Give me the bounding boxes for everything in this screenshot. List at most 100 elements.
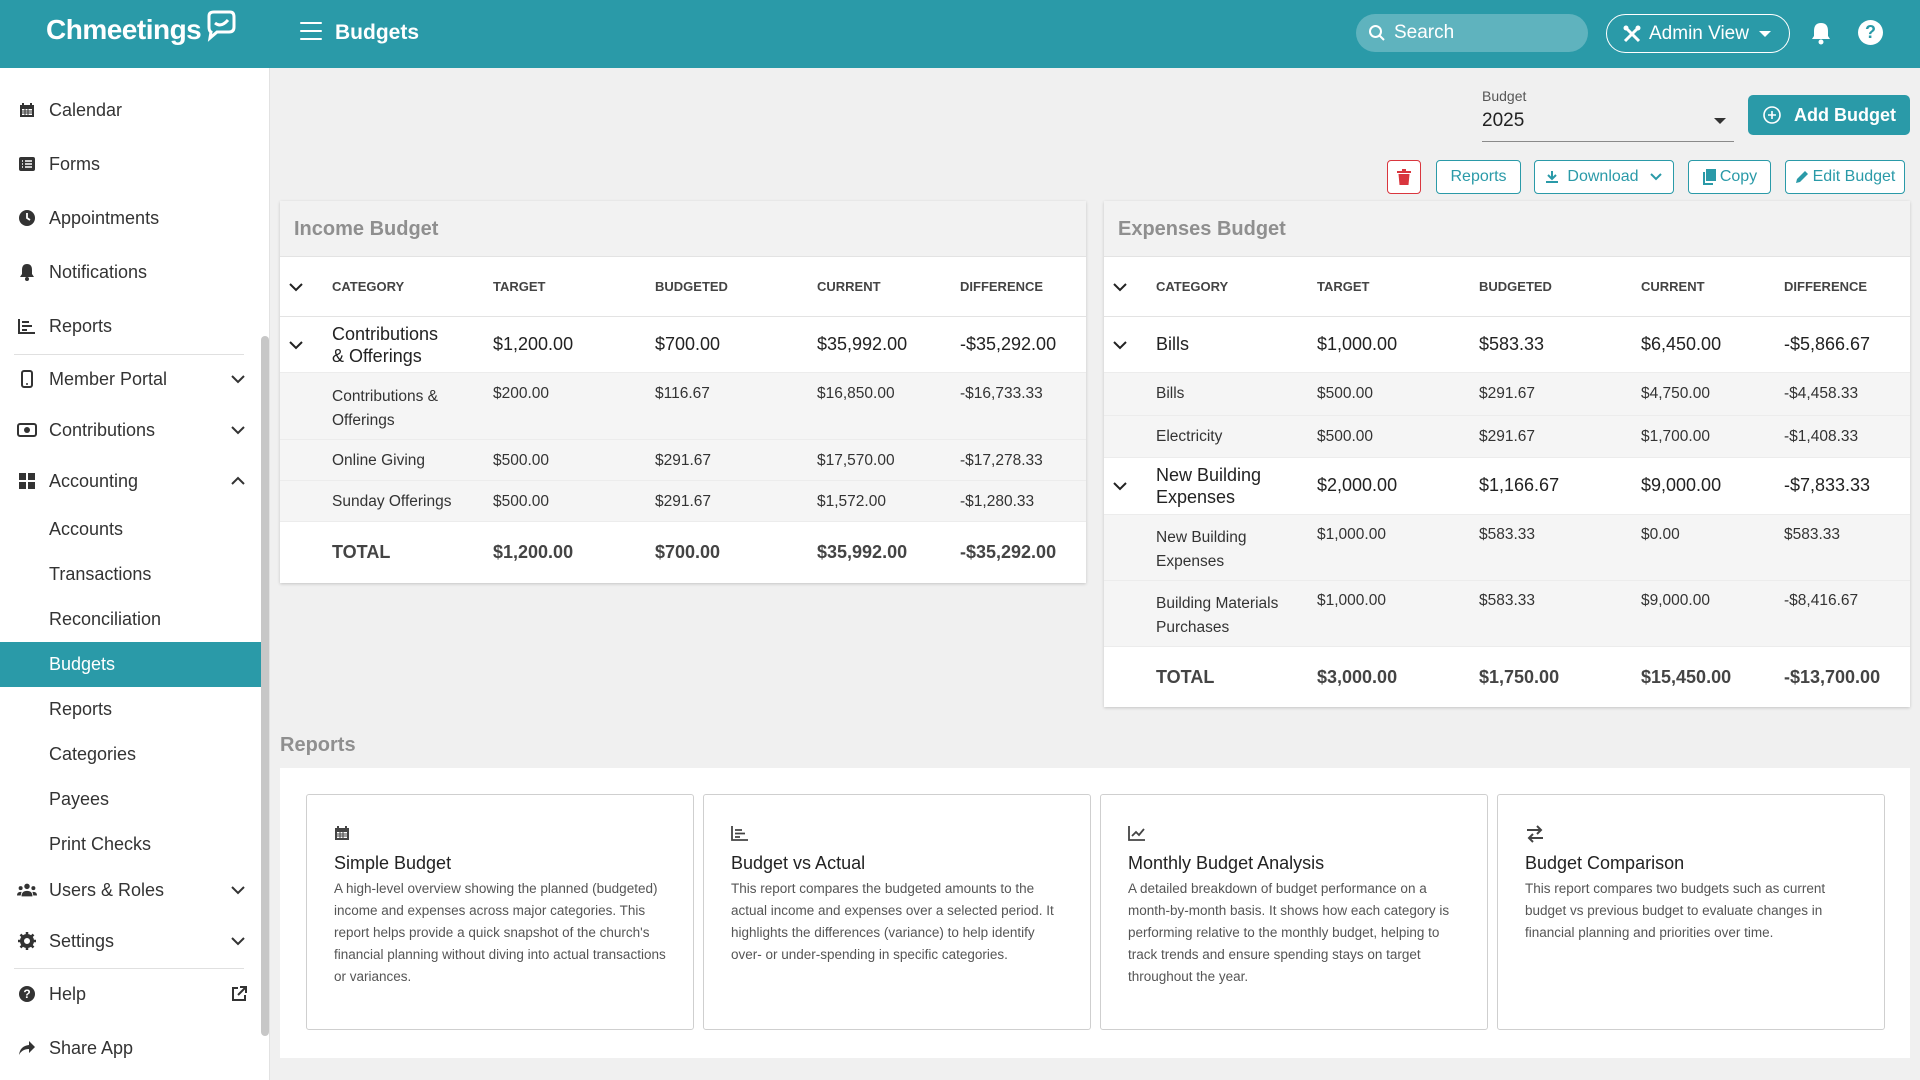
budgeted-cell: $116.67 [655, 385, 710, 402]
app-logo[interactable]: Chmeetings [46, 10, 237, 46]
copy-button[interactable]: Copy [1688, 160, 1771, 194]
reports-button-label: Reports [1450, 168, 1507, 185]
sidebar-divider [14, 354, 244, 355]
total-row: TOTAL $1,200.00 $700.00 $35,992.00 -$35,… [280, 522, 1086, 580]
income-budget-title: Income Budget [280, 201, 1086, 257]
sidebar-subitem-categories[interactable]: Categories [0, 732, 261, 776]
sidebar-subitem-payees[interactable]: Payees [0, 777, 261, 821]
download-button[interactable]: Download [1534, 160, 1674, 194]
sidebar-subitem-reconciliation[interactable]: Reconciliation [0, 597, 261, 641]
sidebar-item-reports[interactable]: Reports [0, 304, 261, 348]
sidebar-item-label: Contributions [49, 419, 156, 440]
report-card-budget-comparison[interactable]: Budget Comparison This report compares t… [1497, 794, 1885, 1030]
current-cell: $9,000.00 [1641, 475, 1722, 495]
report-card-budget-vs-actual[interactable]: Budget vs Actual This report compares th… [703, 794, 1091, 1030]
table-row[interactable]: Sunday Offerings $500.00 $291.67 $1,572.… [280, 481, 1086, 522]
pencil-icon [1795, 171, 1808, 183]
collapse-all-chevron-icon[interactable] [288, 279, 304, 295]
budgeted-cell: $700.00 [655, 334, 721, 354]
sidebar-item-calendar[interactable]: Calendar [0, 88, 261, 132]
target-cell: $500.00 [493, 452, 550, 469]
category-line: Expenses [1156, 487, 1236, 507]
sidebar-subitem-print-checks[interactable]: Print Checks [0, 822, 261, 866]
sidebar-subitem-label: Transactions [49, 563, 152, 584]
admin-view-dropdown[interactable]: Admin View [1606, 14, 1790, 53]
category-cell: Electricity [1156, 428, 1223, 445]
sidebar-item-label: Member Portal [49, 368, 168, 389]
table-row[interactable]: Contributions & Offerings $200.00 $116.67… [280, 373, 1086, 440]
help-icon[interactable]: ? [1858, 20, 1883, 45]
sidebar-item-settings[interactable]: Settings [0, 919, 261, 963]
reports-section-title: Reports [280, 734, 356, 756]
search-box[interactable] [1356, 14, 1588, 52]
table-row[interactable]: Building Materials Purchases $1,000.00 $5… [1104, 581, 1910, 647]
grid-icon [17, 471, 37, 491]
current-cell: $0.00 [1641, 526, 1680, 543]
collapse-all-chevron-icon[interactable] [1112, 279, 1128, 295]
table-row[interactable]: Bills $500.00 $291.67 $4,750.00 -$4,458.… [1104, 373, 1910, 416]
chevron-down-icon [231, 937, 245, 946]
bell-icon [17, 262, 37, 282]
external-link-icon [232, 986, 247, 1001]
sidebar-item-appointments[interactable]: Appointments [0, 196, 261, 240]
sidebar-item-accounting[interactable]: Accounting [0, 459, 261, 503]
report-card-simple-budget[interactable]: Simple Budget A high-level overview show… [306, 794, 694, 1030]
sidebar-item-forms[interactable]: Forms [0, 142, 261, 186]
menu-toggle-icon[interactable] [300, 22, 322, 42]
column-category: CATEGORY [332, 279, 405, 294]
table-row[interactable]: Bills $1,000.00 $583.33 $6,450.00 -$5,86… [1104, 317, 1910, 373]
budget-select[interactable]: Budget 2025 [1482, 88, 1734, 142]
target-cell: $500.00 [1317, 385, 1374, 402]
sidebar-subitem-accounts[interactable]: Accounts [0, 507, 261, 551]
sidebar-subitem-label: Print Checks [49, 833, 152, 854]
target-cell: $200.00 [493, 385, 550, 402]
category-line: New Building [1156, 529, 1247, 546]
edit-budget-button[interactable]: Edit Budget [1785, 160, 1905, 194]
notifications-bell-icon[interactable] [1810, 21, 1832, 45]
sidebar-item-share-app[interactable]: Share App [0, 1026, 261, 1070]
chevron-down-icon [231, 886, 245, 895]
sidebar-item-contributions[interactable]: Contributions [0, 408, 261, 452]
category-cell: Contributions & Offerings [332, 385, 438, 433]
difference-cell: -$1,280.33 [960, 493, 1035, 510]
sidebar-item-help[interactable]: ? Help [0, 972, 261, 1016]
sidebar-subitem-label: Budgets [49, 654, 116, 674]
category-cell: Building Materials Purchases [1156, 592, 1278, 640]
sidebar-subitem-budgets[interactable]: Budgets [0, 642, 261, 687]
sidebar-item-users-roles[interactable]: Users & Roles [0, 868, 261, 912]
clock-icon [17, 208, 37, 228]
current-cell: $1,572.00 [817, 493, 886, 510]
table-row[interactable]: Contributions & Offerings $1,200.00 $700.… [280, 317, 1086, 373]
sidebar-subitem-transactions[interactable]: Transactions [0, 552, 261, 596]
calendar-icon [334, 825, 667, 847]
category-cell: Contributions & Offerings [332, 323, 438, 367]
table-row[interactable]: Electricity $500.00 $291.67 $1,700.00 -$… [1104, 416, 1910, 458]
sidebar-item-notifications[interactable]: Notifications [0, 250, 261, 294]
add-budget-button[interactable]: Add Budget [1748, 95, 1910, 135]
column-current: CURRENT [817, 279, 881, 294]
sidebar-subitem-reports[interactable]: Reports [0, 687, 261, 731]
target-cell: $1,000.00 [1317, 592, 1386, 609]
column-category: CATEGORY [1156, 279, 1229, 294]
copy-button-label: Copy [1719, 168, 1758, 185]
sidebar-item-member-portal[interactable]: Member Portal [0, 357, 261, 401]
add-budget-label: Add Budget [1794, 104, 1896, 125]
reports-button[interactable]: Reports [1436, 160, 1521, 194]
column-budgeted: BUDGETED [655, 279, 728, 294]
category-cell: Bills [1156, 385, 1185, 402]
chevron-down-icon[interactable] [1112, 478, 1128, 494]
chevron-down-icon[interactable] [1112, 337, 1128, 353]
delete-budget-button[interactable] [1387, 160, 1421, 194]
difference-cell: $583.33 [1784, 526, 1841, 543]
total-current: $15,450.00 [1641, 667, 1732, 687]
report-card-description: This report compares the budgeted amount… [731, 881, 1054, 962]
table-row[interactable]: Online Giving $500.00 $291.67 $17,570.00… [280, 440, 1086, 481]
table-row[interactable]: New Building Expenses $1,000.00 $583.33 $… [1104, 515, 1910, 581]
search-input[interactable] [1394, 22, 1574, 44]
mobile-phone-icon [17, 369, 37, 389]
sidebar-scrollbar[interactable] [261, 336, 269, 1036]
report-card-monthly-budget-analysis[interactable]: Monthly Budget Analysis A detailed break… [1100, 794, 1488, 1030]
difference-cell: -$17,278.33 [960, 452, 1043, 469]
table-row[interactable]: New Building Expenses $2,000.00 $1,166.67… [1104, 458, 1910, 515]
chevron-down-icon[interactable] [288, 337, 304, 353]
